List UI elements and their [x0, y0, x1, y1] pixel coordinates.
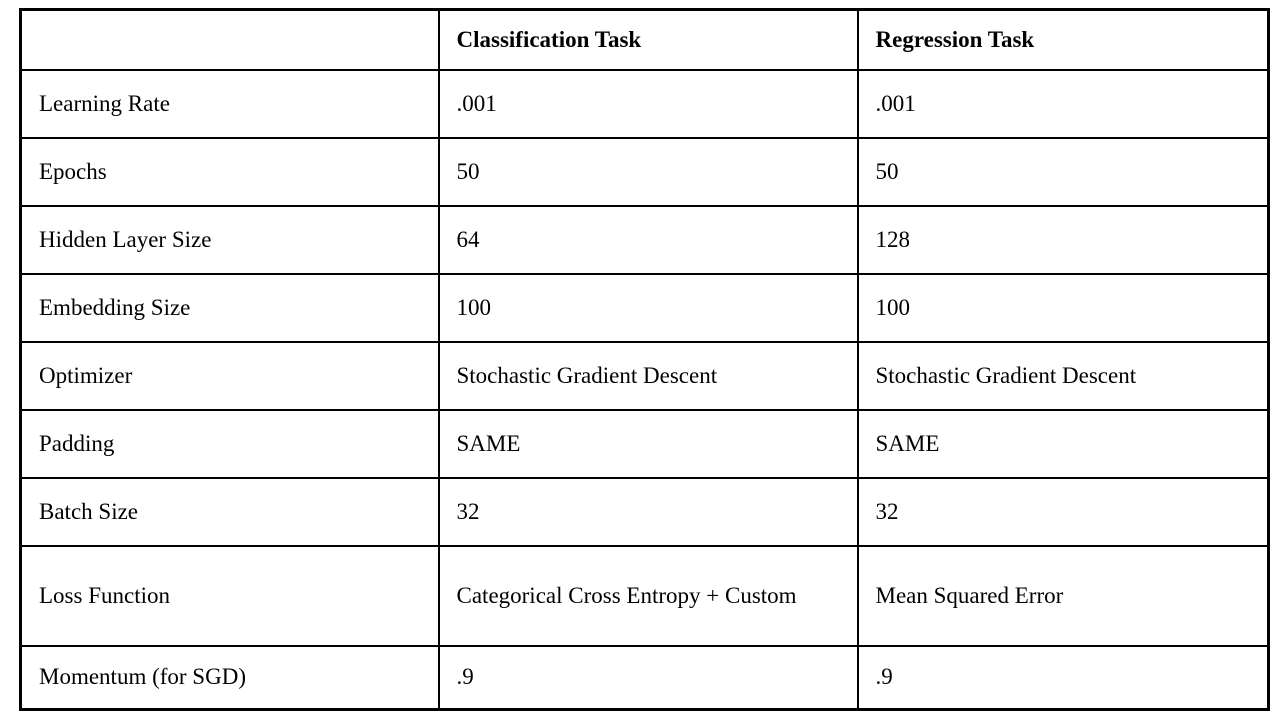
cell-value: 32 [875, 499, 899, 524]
cell-classification: 64 [437, 205, 859, 275]
table-row: Epochs 50 50 [19, 137, 1270, 207]
row-label-text: Padding [39, 431, 115, 456]
table-row: Padding SAME SAME [19, 409, 1270, 479]
row-label-text: Batch Size [39, 499, 138, 524]
row-label: Learning Rate [19, 69, 440, 139]
cell-value: .9 [456, 664, 474, 690]
table-row: Hidden Layer Size 64 128 [19, 205, 1270, 275]
table-row: Momentum (for SGD) .9 .9 [19, 645, 1270, 710]
cell-regression: Mean Squared Error [856, 545, 1270, 647]
cell-value: .9 [875, 664, 893, 690]
cell-value: 32 [456, 499, 480, 524]
row-label-text: Epochs [39, 159, 107, 184]
cell-regression: 32 [856, 477, 1270, 547]
cell-classification: Categorical Cross Entropy + Custom [437, 545, 859, 647]
row-label-text: Embedding Size [39, 295, 191, 320]
cell-regression: Stochastic Gradient Descent [856, 341, 1270, 411]
row-label: Hidden Layer Size [19, 205, 440, 275]
cell-value: 50 [875, 159, 899, 184]
table-header-row: Classification Task Regression Task [19, 8, 1270, 71]
cell-regression: 100 [856, 273, 1270, 343]
cell-value: Mean Squared Error [875, 583, 1064, 608]
cell-classification: 50 [437, 137, 859, 207]
cell-value: Stochastic Gradient Descent [456, 363, 718, 388]
row-label-text: Loss Function [39, 583, 170, 608]
table-row: Batch Size 32 32 [19, 477, 1270, 547]
cell-value: SAME [875, 431, 940, 456]
hyperparameter-table: Classification Task Regression Task Lear… [19, 8, 1270, 711]
row-label: Batch Size [19, 477, 440, 547]
cell-value: SAME [456, 431, 521, 456]
cell-value: 64 [456, 227, 480, 252]
row-label-text: Optimizer [39, 363, 133, 388]
cell-value: .001 [456, 91, 497, 116]
column-header-classification: Classification Task [437, 8, 859, 71]
table-row: Loss Function Categorical Cross Entropy … [19, 545, 1270, 647]
cell-value: 50 [456, 159, 480, 184]
cell-classification: .001 [437, 69, 859, 139]
cell-value: Categorical Cross Entropy + Custom [456, 583, 797, 608]
cell-classification: Stochastic Gradient Descent [437, 341, 859, 411]
hyperparameter-table-container: Classification Task Regression Task Lear… [19, 8, 1270, 711]
table-row: Optimizer Stochastic Gradient Descent St… [19, 341, 1270, 411]
row-label: Epochs [19, 137, 440, 207]
table-body: Learning Rate .001 .001 Epochs 50 50 Hid… [19, 69, 1270, 710]
row-label-text: Learning Rate [39, 91, 170, 116]
cell-classification: 32 [437, 477, 859, 547]
row-label: Padding [19, 409, 440, 479]
cell-value: 100 [875, 295, 911, 320]
cell-value: 100 [456, 295, 492, 320]
cell-value: .001 [875, 91, 916, 116]
cell-regression: .9 [856, 645, 1270, 710]
row-label: Optimizer [19, 341, 440, 411]
row-label-text: Hidden Layer Size [39, 227, 212, 252]
cell-regression: 50 [856, 137, 1270, 207]
cell-value: Stochastic Gradient Descent [875, 363, 1137, 388]
cell-classification: .9 [437, 645, 859, 710]
table-row: Learning Rate .001 .001 [19, 69, 1270, 139]
cell-regression: SAME [856, 409, 1270, 479]
row-label: Embedding Size [19, 273, 440, 343]
cell-classification: 100 [437, 273, 859, 343]
row-label: Loss Function [19, 545, 440, 647]
column-header-regression: Regression Task [856, 8, 1270, 71]
cell-regression: 128 [856, 205, 1270, 275]
row-label: Momentum (for SGD) [19, 645, 440, 710]
cell-value: 128 [875, 227, 911, 252]
row-label-text: Momentum (for SGD) [39, 664, 246, 690]
cell-classification: SAME [437, 409, 859, 479]
table-row: Embedding Size 100 100 [19, 273, 1270, 343]
column-header-empty [19, 8, 440, 71]
cell-regression: .001 [856, 69, 1270, 139]
